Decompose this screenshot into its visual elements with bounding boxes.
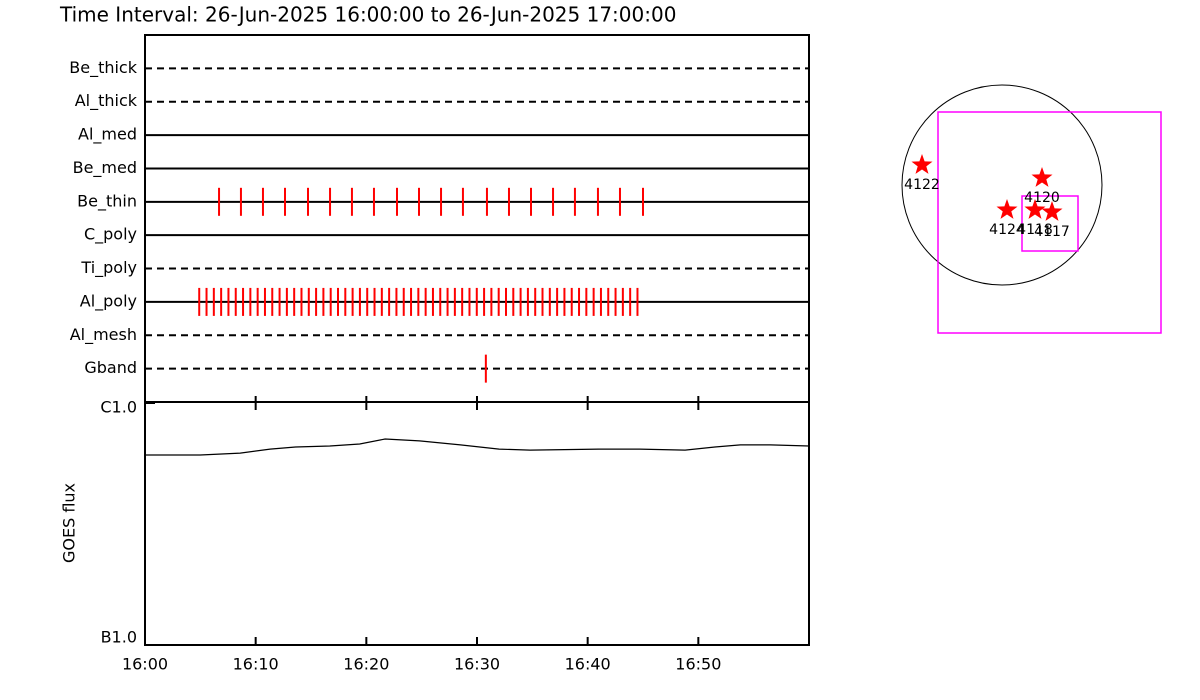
region-label: 4122 (904, 177, 940, 193)
region-star (911, 154, 933, 174)
row-label: Be_thin (77, 191, 137, 211)
row-label: Al_thick (75, 91, 138, 111)
region-label: 4120 (1024, 190, 1060, 206)
y-tick-label: C1.0 (100, 398, 137, 417)
chart-title: Time Interval: 26-Jun-2025 16:00:00 to 2… (59, 3, 676, 27)
goes-frame (144, 401, 810, 646)
row-label: Al_med (78, 125, 137, 145)
region-star (1041, 201, 1063, 221)
fov-box (1021, 195, 1079, 252)
row-label: Ti_poly (80, 258, 137, 278)
region-label: 4117 (1034, 224, 1070, 240)
x-tick-label: 16:00 (122, 655, 168, 674)
x-tick-label: 16:30 (454, 655, 500, 674)
region-label: 4118 (1017, 222, 1053, 238)
goes-flux-line (145, 438, 810, 456)
row-label: Be_thick (69, 58, 137, 78)
fov-box (937, 111, 1162, 334)
y-tick-label: B1.0 (101, 628, 137, 647)
x-tick-label: 16:20 (343, 655, 389, 674)
row-label: Gband (84, 358, 137, 377)
x-tick-label: 16:40 (565, 655, 611, 674)
row-label: Al_mesh (70, 325, 137, 345)
region-star (1031, 167, 1053, 187)
solar-disk (901, 84, 1103, 286)
row-label: C_poly (84, 225, 137, 245)
x-tick-label: 16:10 (233, 655, 279, 674)
x-tick-label: 16:50 (675, 655, 721, 674)
y-axis-label: GOES flux (60, 483, 79, 563)
timeline-frame (144, 34, 810, 403)
region-star (996, 199, 1018, 219)
region-label: 4124 (989, 222, 1025, 238)
region-star (1024, 199, 1046, 219)
row-label: Be_med (73, 158, 137, 178)
row-label: Al_poly (80, 291, 137, 311)
